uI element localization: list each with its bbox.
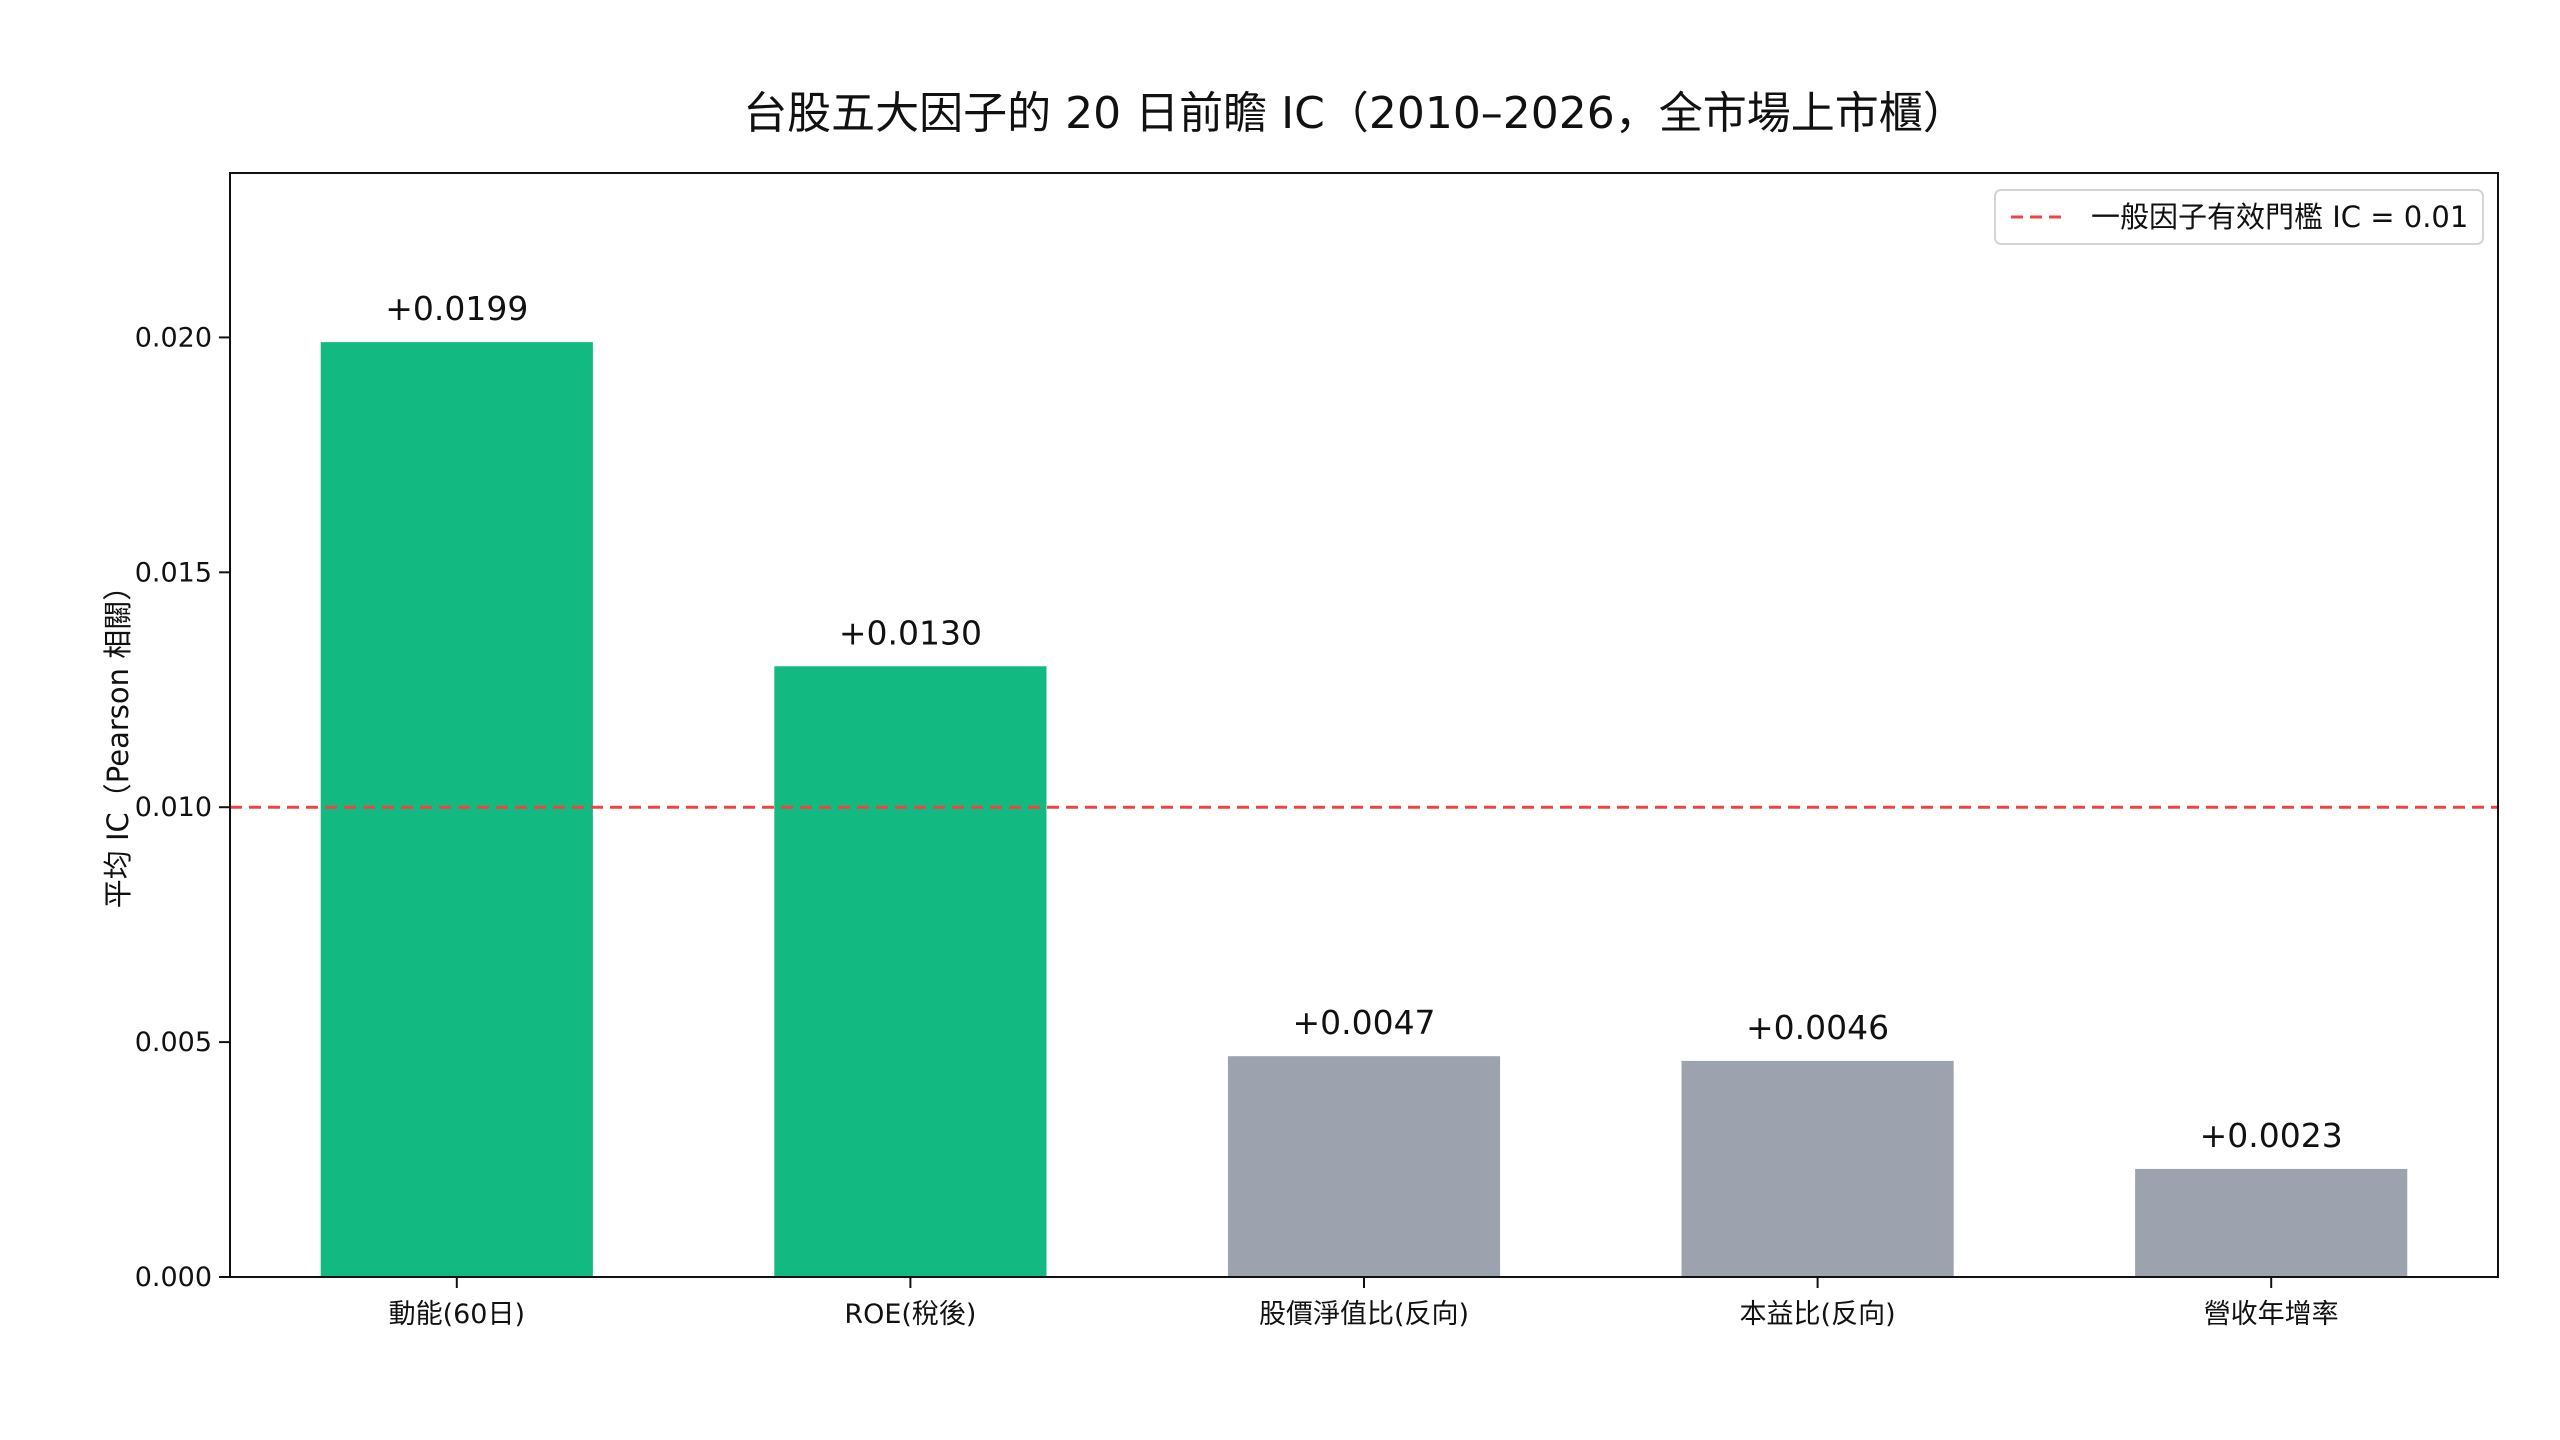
x-tick-label: 股價淨值比(反向)	[1259, 1299, 1469, 1330]
bar-value-label: +0.0047	[1292, 1003, 1435, 1042]
bar	[320, 342, 593, 1277]
bar	[774, 666, 1047, 1277]
x-tick-label: 本益比(反向)	[1740, 1299, 1896, 1330]
bar-value-label: +0.0130	[839, 613, 982, 652]
y-axis-label: 平均 IC（Pearson 相關）	[101, 572, 135, 908]
chart-title: 台股五大因子的 20 日前瞻 IC（2010–2026，全市場上市櫃）	[743, 88, 1967, 139]
bar-value-label: +0.0199	[385, 289, 528, 328]
legend-box	[1994, 189, 2484, 245]
legend-label: 一般因子有效門檻 IC = 0.01	[2091, 200, 2468, 234]
plot-frame	[229, 172, 2499, 1278]
x-tick-label: ROE(稅後)	[844, 1299, 976, 1330]
x-tick-label: 營收年增率	[2204, 1299, 2339, 1330]
y-tick-label: 0.010	[135, 792, 212, 823]
bar	[2135, 1168, 2408, 1277]
y-tick-label: 0.000	[135, 1262, 212, 1293]
bar-value-label: +0.0046	[1746, 1008, 1889, 1047]
y-tick-label: 0.020	[135, 322, 212, 353]
bar	[1227, 1056, 1501, 1277]
x-tick-label: 動能(60日)	[389, 1299, 525, 1330]
y-tick-label: 0.015	[135, 557, 212, 588]
bar-value-label: +0.0023	[2200, 1116, 2343, 1155]
plot-area: 0.000 0.005 0.010 0.015 0.020 +0.0199 動能(60日) +…	[135, 172, 2499, 1330]
y-tick-label: 0.005	[135, 1027, 212, 1058]
bar	[1681, 1060, 1954, 1277]
